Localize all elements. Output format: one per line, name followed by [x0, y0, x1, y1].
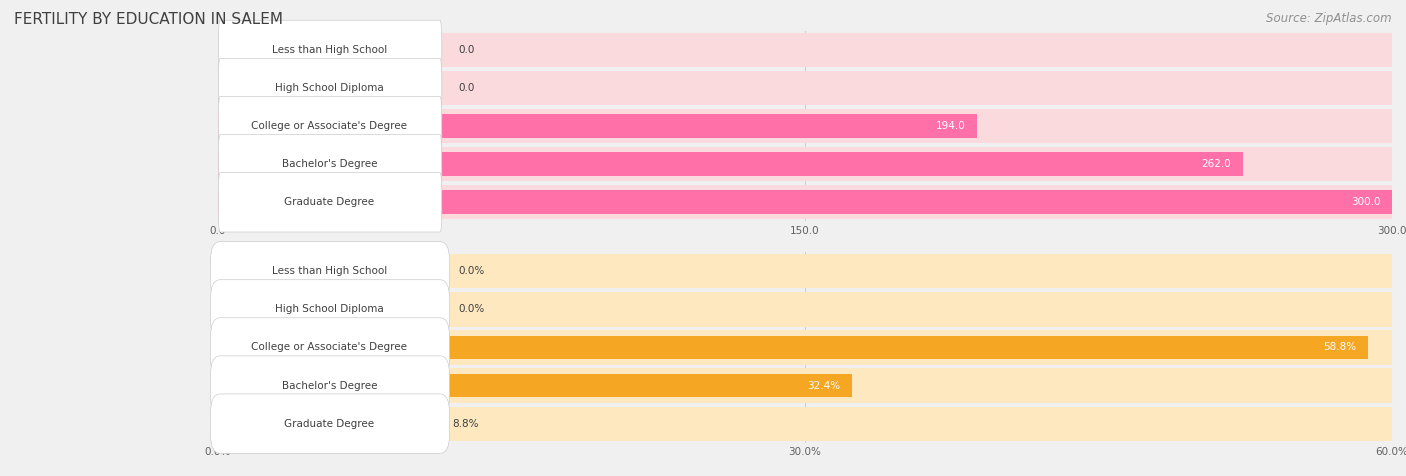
FancyBboxPatch shape: [211, 394, 450, 453]
Text: College or Associate's Degree: College or Associate's Degree: [252, 342, 408, 353]
FancyBboxPatch shape: [211, 318, 450, 377]
Bar: [218, 114, 977, 138]
Bar: [218, 407, 1392, 441]
Text: 32.4%: 32.4%: [807, 380, 841, 391]
Text: 0.0%: 0.0%: [458, 304, 485, 315]
Bar: [218, 254, 1392, 288]
FancyBboxPatch shape: [211, 356, 450, 415]
Bar: [218, 292, 1392, 327]
Bar: [218, 190, 1392, 214]
Bar: [218, 374, 852, 397]
Bar: [218, 71, 1392, 105]
Text: 58.8%: 58.8%: [1323, 342, 1357, 353]
Text: Less than High School: Less than High School: [271, 45, 387, 55]
Bar: [218, 33, 1392, 67]
FancyBboxPatch shape: [218, 173, 441, 232]
Bar: [218, 336, 1368, 359]
Bar: [218, 185, 1392, 219]
Text: Bachelor's Degree: Bachelor's Degree: [281, 380, 377, 391]
Bar: [218, 147, 1392, 181]
Text: College or Associate's Degree: College or Associate's Degree: [252, 121, 408, 131]
Text: 0.0: 0.0: [458, 45, 475, 55]
Text: Graduate Degree: Graduate Degree: [284, 418, 374, 429]
Bar: [218, 152, 1243, 176]
FancyBboxPatch shape: [211, 242, 450, 301]
Text: 8.8%: 8.8%: [453, 418, 479, 429]
FancyBboxPatch shape: [218, 135, 441, 194]
Text: High School Diploma: High School Diploma: [276, 83, 384, 93]
Text: Graduate Degree: Graduate Degree: [284, 197, 374, 208]
Text: Bachelor's Degree: Bachelor's Degree: [281, 159, 377, 169]
Text: 0.0: 0.0: [458, 83, 475, 93]
Text: 300.0: 300.0: [1351, 197, 1381, 208]
Text: 194.0: 194.0: [935, 121, 966, 131]
Text: Source: ZipAtlas.com: Source: ZipAtlas.com: [1267, 12, 1392, 25]
FancyBboxPatch shape: [218, 20, 441, 79]
Bar: [218, 412, 389, 436]
Bar: [218, 330, 1392, 365]
Text: 262.0: 262.0: [1202, 159, 1232, 169]
Bar: [218, 368, 1392, 403]
FancyBboxPatch shape: [211, 280, 450, 339]
Bar: [218, 109, 1392, 143]
Text: High School Diploma: High School Diploma: [276, 304, 384, 315]
Text: FERTILITY BY EDUCATION IN SALEM: FERTILITY BY EDUCATION IN SALEM: [14, 12, 283, 27]
Text: 0.0%: 0.0%: [458, 266, 485, 277]
Text: Less than High School: Less than High School: [271, 266, 387, 277]
FancyBboxPatch shape: [218, 59, 441, 118]
FancyBboxPatch shape: [218, 97, 441, 156]
